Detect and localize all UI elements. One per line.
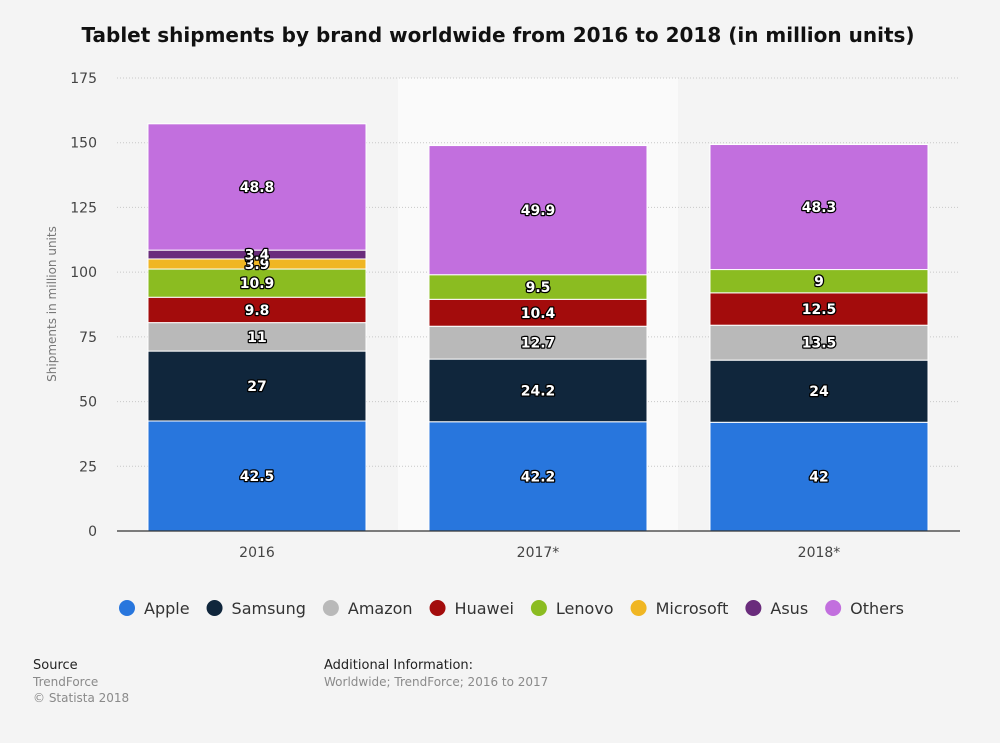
data-label: 24.2 xyxy=(521,383,556,399)
bar-apple-2016[interactable] xyxy=(147,420,367,532)
y-tick-label: 0 xyxy=(88,524,97,540)
legend-item-lenovo[interactable]: Lenovo xyxy=(530,599,614,618)
source-heading: Source xyxy=(33,658,78,673)
y-tick-label: 150 xyxy=(70,136,97,152)
data-label: 9.8 xyxy=(245,303,270,319)
legend-item-samsung[interactable]: Samsung xyxy=(206,599,306,618)
legend-label: Microsoft xyxy=(656,599,729,618)
y-tick-label: 175 xyxy=(70,71,97,87)
data-label: 9 xyxy=(814,274,824,290)
legend-item-apple[interactable]: Apple xyxy=(119,599,190,618)
copyright: © Statista 2018 xyxy=(33,691,130,705)
legend-marker xyxy=(825,600,842,616)
x-tick-label: 2018* xyxy=(798,545,841,561)
legend-item-amazon[interactable]: Amazon xyxy=(322,599,413,618)
legend-marker xyxy=(745,600,762,616)
y-tick-label: 50 xyxy=(79,395,97,411)
y-tick-label: 125 xyxy=(70,200,97,216)
y-axis-label: Shipments in million units xyxy=(45,226,59,382)
additional-info-block: Additional Information: Worldwide; Trend… xyxy=(324,658,548,690)
legend-marker xyxy=(630,600,647,616)
bar-amazon-2016[interactable] xyxy=(147,322,367,352)
legend-marker xyxy=(530,600,547,616)
legend-item-huawei[interactable]: Huawei xyxy=(429,599,514,618)
x-axis-ticks: 2016 2017* 2018* xyxy=(239,545,840,561)
data-label: 24 xyxy=(809,384,829,400)
legend-marker xyxy=(119,600,135,616)
legend-item-others[interactable]: Others xyxy=(825,599,904,618)
data-label: 12.7 xyxy=(521,336,556,352)
bar-apple-2018[interactable] xyxy=(709,421,929,532)
source-name[interactable]: TrendForce xyxy=(33,675,99,689)
data-label: 27 xyxy=(247,379,266,395)
bar-lenovo-2017[interactable] xyxy=(428,274,648,300)
bar-lenovo-2016[interactable] xyxy=(147,268,367,298)
data-label: 12.5 xyxy=(802,302,837,318)
data-label: 48.3 xyxy=(802,200,837,216)
legend-label: Apple xyxy=(144,599,190,618)
legend-label: Lenovo xyxy=(556,599,614,618)
source-block: Source TrendForce © Statista 2018 xyxy=(33,658,129,706)
data-labels: 42.5 27 11 9.8 10.9 3.93.4 48.8 42.2 24.2 12.7 10.… xyxy=(238,179,837,487)
x-tick-label: 2017* xyxy=(517,545,560,561)
bar-others-2016[interactable] xyxy=(147,123,367,251)
chart-title: Tablet shipments by brand worldwide from… xyxy=(81,23,914,47)
additional-info-heading: Additional Information: xyxy=(324,658,474,673)
legend-label: Others xyxy=(850,599,904,618)
bar-others-2018[interactable] xyxy=(709,144,929,271)
legend-item-microsoft[interactable]: Microsoft xyxy=(630,599,729,618)
data-label: 10.4 xyxy=(521,306,556,322)
additional-info-text: Worldwide; TrendForce; 2016 to 2017 xyxy=(324,675,549,689)
legend-label: Amazon xyxy=(348,599,413,618)
bar-samsung-2017[interactable] xyxy=(428,358,648,423)
legend-item-asus[interactable]: Asus xyxy=(745,599,808,618)
legend-marker xyxy=(322,600,339,616)
bar-huawei-2016[interactable] xyxy=(147,296,367,324)
y-tick-label: 25 xyxy=(79,459,97,475)
legend-label: Asus xyxy=(770,599,808,618)
data-label: 42 xyxy=(809,470,828,486)
x-tick-label: 2016 xyxy=(239,545,275,561)
legend-marker xyxy=(429,600,446,616)
data-label: 3.4 xyxy=(245,248,270,264)
bar-huawei-2018[interactable] xyxy=(709,292,929,326)
data-label: 42.5 xyxy=(240,469,275,485)
bar-others-2017[interactable] xyxy=(428,145,648,276)
data-label: 49.9 xyxy=(521,203,556,219)
data-label: 10.9 xyxy=(240,276,275,292)
legend-label: Samsung xyxy=(232,599,306,618)
data-label: 13.5 xyxy=(802,336,837,352)
bar-amazon-2017[interactable] xyxy=(428,325,648,360)
bars xyxy=(147,123,929,532)
data-label: 9.5 xyxy=(526,280,551,296)
legend: Apple Samsung Amazon Huawei Lenovo Microsoft A… xyxy=(119,599,904,618)
y-axis-ticks: 0 25 50 75 100 125 150 175 xyxy=(70,71,97,540)
y-tick-label: 100 xyxy=(70,265,97,281)
legend-label: Huawei xyxy=(455,599,514,618)
legend-marker xyxy=(206,600,223,616)
data-label: 42.2 xyxy=(521,469,556,485)
bar-amazon-2018[interactable] xyxy=(709,324,929,361)
data-label: 48.8 xyxy=(240,180,275,196)
data-label: 11 xyxy=(247,330,266,346)
bar-huawei-2017[interactable] xyxy=(428,298,648,327)
data-label: 3.9 xyxy=(245,257,270,273)
bar-samsung-2018[interactable] xyxy=(709,359,929,423)
y-tick-label: 75 xyxy=(79,330,97,346)
